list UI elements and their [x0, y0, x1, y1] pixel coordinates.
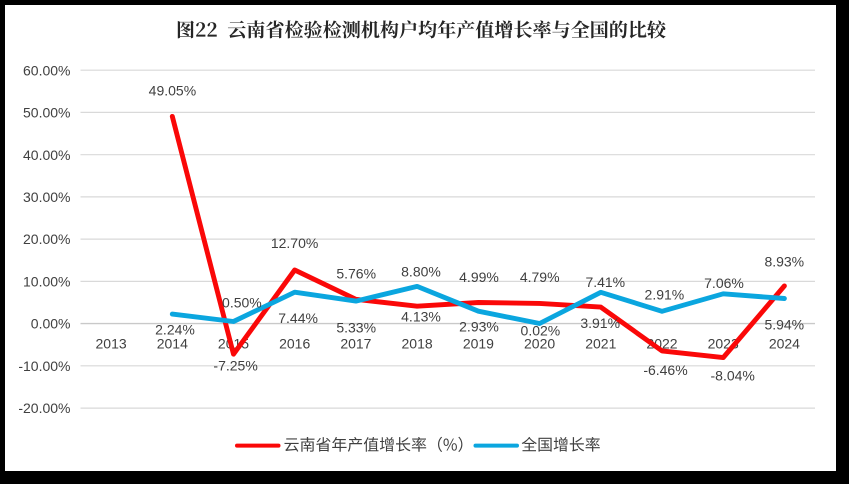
svg-text:4.79%: 4.79% [520, 269, 560, 285]
svg-text:0.00%: 0.00% [31, 316, 71, 332]
svg-text:5.33%: 5.33% [336, 320, 376, 336]
svg-text:2.24%: 2.24% [155, 321, 195, 337]
svg-text:60.00%: 60.00% [23, 62, 70, 78]
svg-text:50.00%: 50.00% [23, 105, 70, 121]
svg-text:2013: 2013 [96, 336, 127, 352]
svg-text:3.91%: 3.91% [580, 315, 620, 331]
svg-text:2017: 2017 [340, 336, 371, 352]
svg-text:2019: 2019 [463, 336, 494, 352]
svg-text:7.06%: 7.06% [704, 275, 744, 291]
svg-text:4.99%: 4.99% [459, 269, 499, 285]
svg-text:-6.46%: -6.46% [643, 362, 687, 378]
svg-text:2.91%: 2.91% [645, 287, 685, 303]
svg-text:30.00%: 30.00% [23, 189, 70, 205]
svg-text:2014: 2014 [157, 336, 188, 352]
svg-text:0.50%: 0.50% [222, 295, 262, 311]
svg-text:10.00%: 10.00% [23, 274, 70, 290]
svg-text:40.00%: 40.00% [23, 147, 70, 163]
svg-text:4.13%: 4.13% [401, 309, 441, 325]
svg-text:0.02%: 0.02% [521, 323, 561, 339]
svg-text:2024: 2024 [769, 336, 800, 352]
svg-text:2021: 2021 [585, 336, 616, 352]
svg-text:-10.00%: -10.00% [18, 358, 70, 374]
svg-text:2.93%: 2.93% [459, 319, 499, 335]
svg-text:20.00%: 20.00% [23, 231, 70, 247]
svg-text:2016: 2016 [279, 336, 310, 352]
svg-text:7.44%: 7.44% [278, 310, 318, 326]
svg-text:5.76%: 5.76% [336, 266, 376, 282]
svg-text:5.94%: 5.94% [764, 316, 804, 332]
svg-text:2020: 2020 [524, 336, 555, 352]
svg-text:-8.04%: -8.04% [711, 367, 755, 383]
svg-text:2018: 2018 [402, 336, 433, 352]
svg-text:-20.00%: -20.00% [18, 400, 70, 416]
svg-text:49.05%: 49.05% [149, 83, 196, 99]
svg-text:12.70%: 12.70% [271, 235, 318, 251]
svg-text:7.41%: 7.41% [585, 274, 625, 290]
svg-text:8.80%: 8.80% [401, 263, 441, 279]
svg-text:-7.25%: -7.25% [213, 357, 257, 373]
svg-text:8.93%: 8.93% [764, 254, 804, 270]
